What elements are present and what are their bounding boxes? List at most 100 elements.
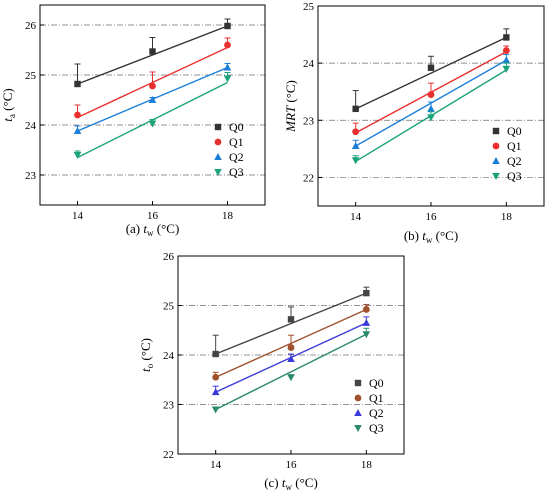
y-axis-label: ta (°C) bbox=[0, 88, 17, 121]
legend-marker-Q1 bbox=[492, 142, 500, 150]
data-point-Q2 bbox=[427, 104, 435, 112]
legend-label-Q3: Q3 bbox=[369, 421, 384, 435]
y-tick-label: 25 bbox=[25, 70, 37, 82]
data-point-Q0 bbox=[74, 80, 81, 88]
data-point-Q3 bbox=[502, 65, 511, 73]
data-point-Q1 bbox=[502, 47, 510, 54]
data-point-Q0 bbox=[224, 22, 231, 30]
legend-marker-Q2 bbox=[214, 153, 222, 160]
y-tick-label: 22 bbox=[303, 172, 314, 184]
data-point-Q0 bbox=[503, 34, 510, 41]
data-point-Q1 bbox=[352, 128, 360, 136]
data-point-Q3 bbox=[211, 406, 220, 414]
data-point-Q2 bbox=[287, 354, 295, 362]
legend-marker-Q3 bbox=[492, 173, 500, 180]
fit-line-Q0 bbox=[215, 292, 367, 355]
y-axis-label: MRT (°C) bbox=[283, 80, 298, 133]
data-point-Q0 bbox=[352, 105, 359, 113]
x-tick-label: 14 bbox=[350, 211, 362, 223]
data-point-Q2 bbox=[148, 96, 157, 103]
data-point-Q2 bbox=[223, 63, 232, 71]
data-point-Q0 bbox=[287, 316, 295, 323]
data-point-Q1 bbox=[427, 91, 435, 98]
y-tick-label: 23 bbox=[163, 400, 175, 412]
data-point-Q1 bbox=[149, 82, 156, 90]
y-tick-label: 24 bbox=[25, 120, 37, 132]
x-axis-label: (c) tw (°C) bbox=[264, 475, 318, 492]
x-tick-label: 14 bbox=[210, 459, 222, 471]
y-tick-label: 22 bbox=[163, 449, 174, 461]
series-Q1 bbox=[74, 37, 231, 119]
y-tick-label: 26 bbox=[25, 20, 37, 32]
data-point-Q2 bbox=[362, 318, 371, 326]
x-tick-label: 16 bbox=[426, 211, 438, 223]
x-axis-label: (b) tw (°C) bbox=[404, 228, 458, 245]
series-Q0 bbox=[352, 28, 510, 113]
data-point-Q3 bbox=[362, 331, 371, 339]
x-tick-label: 18 bbox=[501, 211, 513, 223]
y-tick-label: 24 bbox=[163, 350, 175, 362]
legend-label-Q0: Q0 bbox=[229, 120, 244, 134]
legend-label-Q0: Q0 bbox=[369, 376, 384, 390]
legend-label-Q0: Q0 bbox=[507, 124, 522, 138]
series-Q3 bbox=[73, 72, 232, 159]
y-axis-label: to (°C) bbox=[138, 338, 155, 372]
series-Q0 bbox=[74, 18, 231, 88]
fit-line-Q3 bbox=[215, 333, 367, 411]
legend-label-Q3: Q3 bbox=[229, 165, 244, 179]
data-point-Q0 bbox=[427, 64, 435, 71]
legend-marker-Q0 bbox=[354, 379, 362, 387]
series-Q3 bbox=[351, 62, 511, 165]
legend-marker-Q0 bbox=[492, 127, 500, 135]
x-tick-label: 18 bbox=[361, 459, 373, 471]
legend-label-Q3: Q3 bbox=[507, 169, 522, 183]
fit-line-Q0 bbox=[355, 36, 507, 110]
data-point-Q2 bbox=[502, 56, 511, 64]
data-point-Q3 bbox=[73, 152, 82, 159]
data-point-Q0 bbox=[363, 289, 370, 297]
x-tick-label: 18 bbox=[222, 210, 234, 222]
legend-marker-Q3 bbox=[214, 169, 222, 176]
legend-marker-Q3 bbox=[354, 425, 362, 432]
legend-marker-Q2 bbox=[354, 409, 362, 416]
data-point-Q1 bbox=[212, 373, 220, 381]
data-point-Q3 bbox=[148, 120, 157, 128]
legend-label-Q2: Q2 bbox=[507, 154, 522, 168]
x-tick-label: 16 bbox=[286, 459, 298, 471]
x-tick-label: 16 bbox=[147, 210, 159, 222]
series-Q1 bbox=[212, 304, 370, 381]
legend-label-Q1: Q1 bbox=[507, 139, 522, 153]
data-point-Q3 bbox=[287, 374, 295, 382]
data-point-Q3 bbox=[351, 157, 360, 165]
legend-marker-Q2 bbox=[492, 157, 500, 164]
series-Q1 bbox=[352, 45, 510, 136]
legend-marker-Q1 bbox=[354, 394, 362, 402]
x-axis-label: (a) tw (°C) bbox=[126, 221, 180, 238]
fit-line-Q0 bbox=[77, 25, 228, 85]
legend-marker-Q1 bbox=[214, 138, 222, 146]
data-point-Q1 bbox=[287, 344, 295, 351]
series-Q2 bbox=[73, 63, 232, 134]
series-Q2 bbox=[351, 54, 511, 149]
data-point-Q3 bbox=[223, 75, 232, 83]
data-point-Q2 bbox=[351, 142, 360, 149]
data-point-Q1 bbox=[224, 41, 231, 49]
legend-label-Q1: Q1 bbox=[369, 391, 384, 405]
data-point-Q2 bbox=[73, 127, 82, 134]
series-Q0 bbox=[212, 286, 370, 358]
legend-label-Q2: Q2 bbox=[369, 406, 384, 420]
legend-marker-Q0 bbox=[214, 123, 222, 131]
series-Q2 bbox=[211, 316, 371, 396]
data-point-Q1 bbox=[362, 306, 370, 313]
data-point-Q3 bbox=[427, 114, 435, 122]
y-tick-label: 23 bbox=[25, 170, 37, 182]
y-tick-label: 23 bbox=[303, 115, 315, 127]
y-tick-label: 25 bbox=[163, 301, 175, 313]
data-point-Q0 bbox=[149, 48, 156, 55]
x-tick-label: 14 bbox=[72, 210, 84, 222]
legend-label-Q1: Q1 bbox=[229, 135, 244, 149]
